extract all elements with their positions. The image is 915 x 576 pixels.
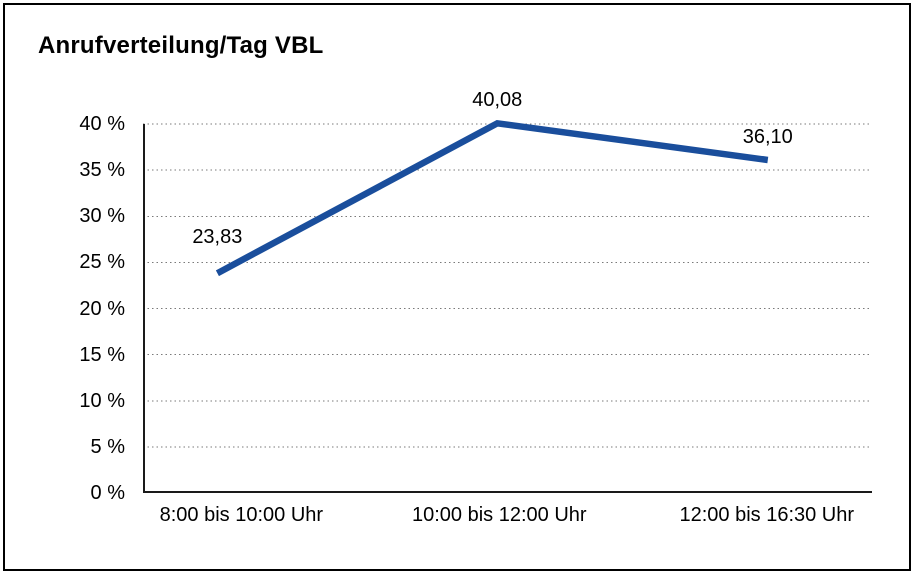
y-axis-tick-label: 25 % xyxy=(79,251,125,274)
plot-area xyxy=(143,119,872,493)
x-axis-category-label: 12:00 bis 16:30 Uhr xyxy=(679,504,855,526)
data-point-label: 23,83 xyxy=(192,226,243,249)
y-axis-tick-label: 0 % xyxy=(90,482,125,504)
line-chart-svg xyxy=(143,119,872,493)
y-axis-tick-label: 30 % xyxy=(79,205,125,228)
y-axis-tick-label: 40 % xyxy=(79,113,125,135)
y-axis-labels: 0 % 5 % 10 % 15 % 20 % 25 % 30 % 35 % 40 % xyxy=(40,113,125,504)
y-axis-tick-label: 5 % xyxy=(90,435,125,458)
y-axis-tick-label: 20 % xyxy=(79,297,125,320)
chart-title: Anrufverteilung/Tag VBL xyxy=(38,32,324,59)
y-axis-tick-label: 10 % xyxy=(79,389,125,412)
data-point-label: 40,08 xyxy=(472,89,523,112)
x-axis-category-label: 8:00 bis 10:00 Uhr xyxy=(159,504,324,526)
y-axis-tick-label: 15 % xyxy=(79,343,125,366)
data-point-label: 36,10 xyxy=(742,125,793,148)
x-axis-category-label: 10:00 bis 12:00 Uhr xyxy=(412,504,587,526)
y-axis-tick-label: 35 % xyxy=(79,159,125,182)
data-line xyxy=(215,119,769,277)
